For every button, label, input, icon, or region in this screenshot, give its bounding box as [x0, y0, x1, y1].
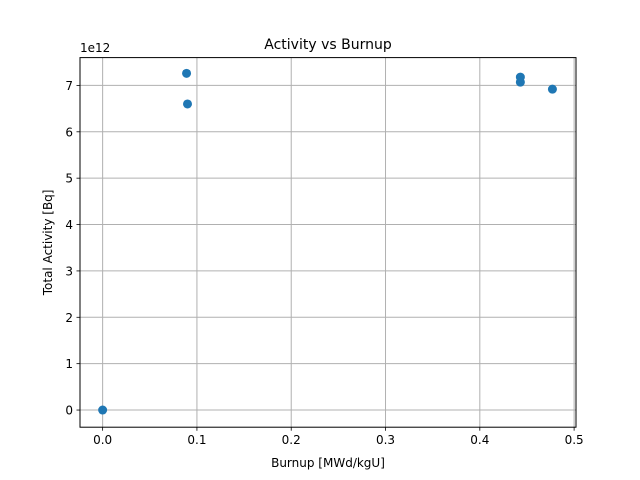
x-tick-label: 0.3: [376, 433, 395, 447]
data-points: [98, 68, 557, 415]
y-axis-ticks: 0 1 2 3 4 5 6 7: [65, 79, 80, 418]
y-tick-label: 4: [65, 218, 73, 232]
plot-frame: [79, 57, 577, 428]
y-axis-label: Total Activity [Bq]: [41, 190, 55, 297]
x-tick-label: 0.5: [565, 433, 584, 447]
x-axis-label: Burnup [MWd/kgU]: [271, 456, 385, 470]
data-point: [182, 68, 192, 78]
chart-title: Activity vs Burnup: [264, 37, 392, 53]
data-point: [182, 99, 192, 109]
x-tick-label: 0.4: [470, 433, 489, 447]
data-point: [547, 84, 557, 94]
y-tick-label: 3: [65, 264, 73, 278]
data-point: [515, 77, 525, 87]
grid: [80, 57, 576, 428]
y-tick-label: 7: [65, 79, 73, 93]
x-tick-label: 0.1: [187, 433, 206, 447]
y-tick-label: 1: [65, 357, 73, 371]
x-tick-label: 0.0: [93, 433, 112, 447]
y-axis-offset-label: 1e12: [80, 41, 110, 55]
x-axis-ticks: 0.0 0.1 0.2 0.3 0.4 0.5: [93, 427, 584, 447]
y-tick-label: 5: [65, 172, 73, 186]
data-point: [98, 405, 108, 415]
y-tick-label: 6: [65, 125, 73, 139]
y-tick-label: 2: [65, 311, 73, 325]
y-tick-label: 0: [65, 404, 73, 418]
x-tick-label: 0.2: [282, 433, 301, 447]
